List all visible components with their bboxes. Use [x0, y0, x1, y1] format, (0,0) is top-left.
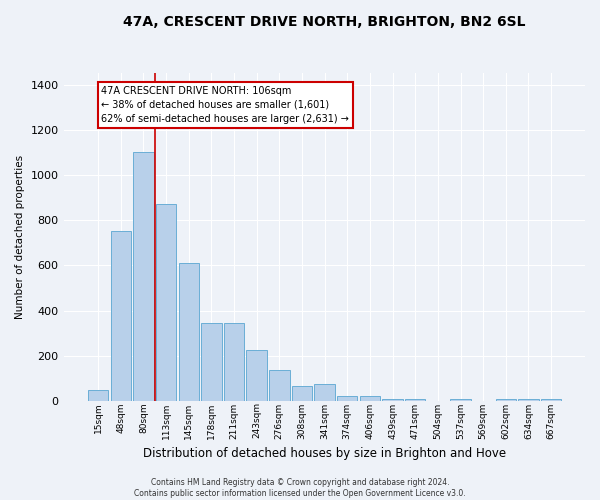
- Bar: [179, 263, 199, 401]
- Bar: [110, 232, 131, 401]
- Bar: [337, 396, 358, 401]
- X-axis label: Distribution of detached houses by size in Brighton and Hove: Distribution of detached houses by size …: [143, 447, 506, 460]
- Bar: [292, 386, 312, 401]
- Bar: [88, 390, 108, 401]
- Text: Contains HM Land Registry data © Crown copyright and database right 2024.
Contai: Contains HM Land Registry data © Crown c…: [134, 478, 466, 498]
- Bar: [156, 204, 176, 401]
- Bar: [496, 398, 516, 401]
- Text: 47A CRESCENT DRIVE NORTH: 106sqm
← 38% of detached houses are smaller (1,601)
62: 47A CRESCENT DRIVE NORTH: 106sqm ← 38% o…: [101, 86, 349, 124]
- Bar: [405, 398, 425, 401]
- Bar: [201, 323, 221, 401]
- Bar: [451, 398, 471, 401]
- Bar: [382, 398, 403, 401]
- Bar: [360, 396, 380, 401]
- Bar: [269, 370, 290, 401]
- Title: 47A, CRESCENT DRIVE NORTH, BRIGHTON, BN2 6SL: 47A, CRESCENT DRIVE NORTH, BRIGHTON, BN2…: [124, 15, 526, 29]
- Bar: [247, 350, 267, 401]
- Bar: [518, 398, 539, 401]
- Y-axis label: Number of detached properties: Number of detached properties: [15, 155, 25, 319]
- Bar: [541, 398, 562, 401]
- Bar: [224, 323, 244, 401]
- Bar: [133, 152, 154, 401]
- Bar: [314, 384, 335, 401]
